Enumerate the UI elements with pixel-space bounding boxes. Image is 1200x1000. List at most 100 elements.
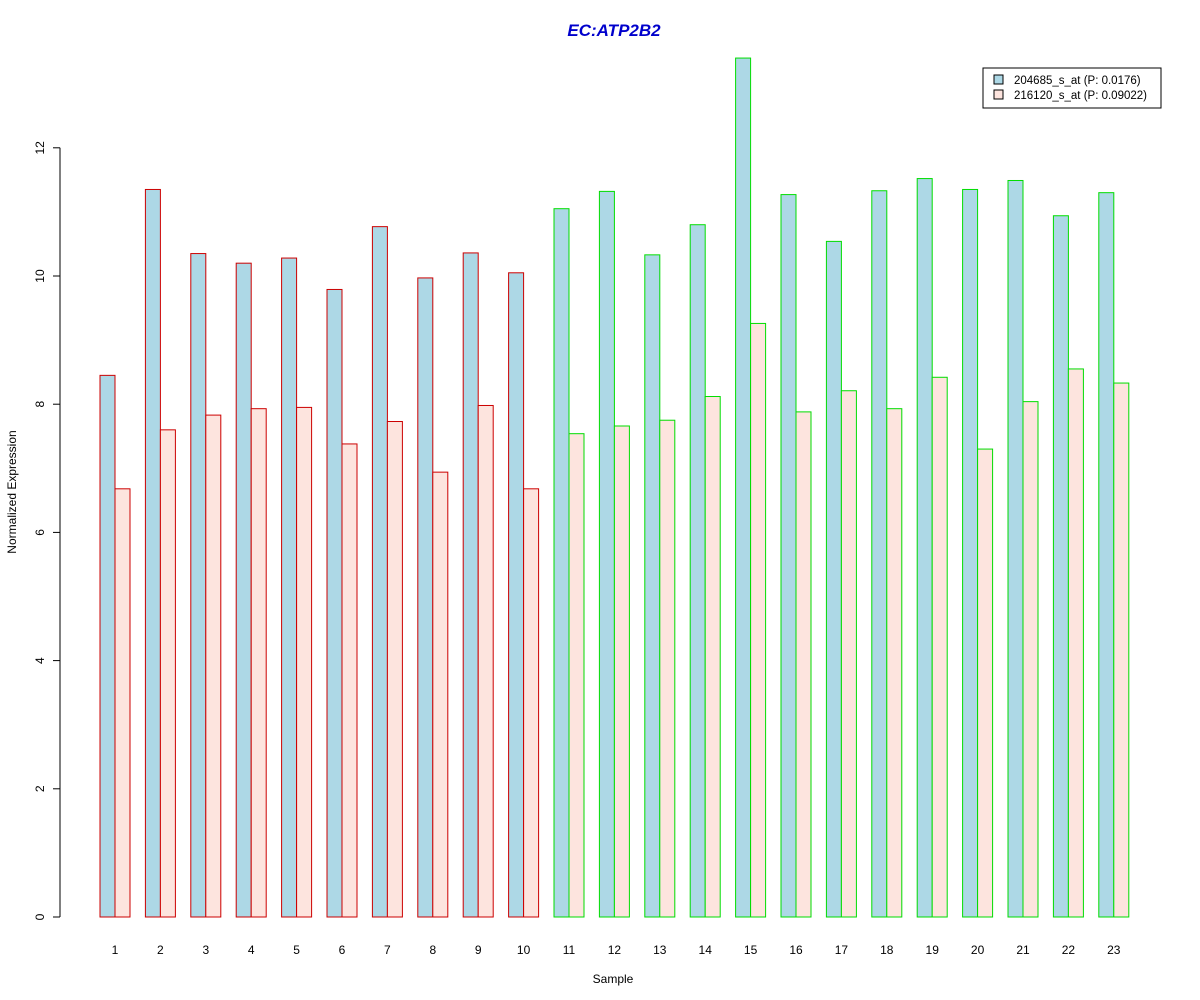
y-tick-label: 10 — [33, 269, 47, 283]
bar-216120-s-at — [296, 406, 313, 918]
bars — [99, 57, 1130, 918]
bar-216120-s-at — [795, 411, 812, 918]
bar-204685-s-at — [825, 240, 842, 918]
x-tick-label: 17 — [835, 943, 849, 957]
bar-204685-s-at — [462, 252, 479, 918]
y-tick-label: 0 — [33, 913, 47, 920]
bar-group — [235, 262, 267, 918]
bar-216120-s-at — [886, 408, 903, 918]
bar-group — [417, 277, 449, 918]
bar-204685-s-at — [553, 208, 570, 918]
y-tick-label: 12 — [33, 141, 47, 155]
bar-204685-s-at — [644, 254, 661, 918]
legend-label: 216120_s_at (P: 0.09022) — [1014, 90, 1147, 102]
bar-204685-s-at — [144, 188, 161, 918]
bar-204685-s-at — [871, 190, 888, 918]
bar-group — [281, 257, 313, 918]
bar-group — [190, 253, 222, 918]
bar-216120-s-at — [1067, 368, 1084, 918]
bar-216120-s-at — [386, 421, 403, 918]
bar-216120-s-at — [432, 471, 449, 918]
bar-216120-s-at — [341, 443, 358, 918]
bar-204685-s-at — [598, 190, 615, 918]
bar-216120-s-at — [523, 488, 540, 918]
x-tick-label: 20 — [971, 943, 985, 957]
bar-216120-s-at — [477, 404, 494, 918]
x-axis-label: Sample — [593, 972, 634, 986]
bar-group — [871, 190, 903, 918]
x-tick-label: 4 — [248, 943, 255, 957]
bar-group — [508, 272, 540, 918]
x-tick-label: 10 — [517, 943, 531, 957]
bar-204685-s-at — [281, 257, 298, 918]
bar-204685-s-at — [1007, 179, 1024, 918]
y-tick-label: 4 — [33, 657, 47, 664]
bar-216120-s-at — [1113, 382, 1130, 918]
bar-216120-s-at — [250, 408, 267, 918]
x-tick-label: 9 — [475, 943, 482, 957]
bar-group — [553, 208, 585, 918]
bar-216120-s-at — [840, 390, 857, 918]
x-tick-label: 18 — [880, 943, 894, 957]
legend-swatch — [993, 89, 1004, 100]
bar-group — [326, 288, 358, 918]
bar-204685-s-at — [99, 374, 116, 918]
bar-204685-s-at — [962, 188, 979, 918]
y-axis-label: Normalized Expression — [5, 430, 19, 553]
y-tick-label: 8 — [33, 401, 47, 408]
bar-204685-s-at — [1098, 192, 1115, 918]
x-tick-label: 14 — [699, 943, 713, 957]
bar-group — [144, 188, 176, 918]
x-tick-label: 5 — [293, 943, 300, 957]
bar-216120-s-at — [659, 419, 676, 918]
bar-group — [1007, 179, 1039, 918]
bar-204685-s-at — [190, 253, 207, 918]
bar-204685-s-at — [689, 224, 706, 918]
y-tick-label: 6 — [33, 529, 47, 536]
bar-group — [99, 374, 131, 918]
x-tick-label: 3 — [202, 943, 209, 957]
bar-group — [825, 240, 857, 918]
legend: 204685_s_at (P: 0.0176) 216120_s_at (P: 0… — [982, 67, 1162, 109]
x-tick-label: 8 — [429, 943, 436, 957]
bar-group — [644, 254, 676, 918]
y-tick-label: 2 — [33, 785, 47, 792]
bar-204685-s-at — [417, 277, 434, 918]
bar-group — [1098, 192, 1130, 918]
bar-group — [598, 190, 630, 918]
bar-204685-s-at — [235, 262, 252, 918]
bar-group — [371, 226, 403, 918]
bar-204685-s-at — [735, 57, 752, 918]
y-axis: 0 2 4 6 8 10 12 — [33, 141, 61, 920]
bar-216120-s-at — [568, 433, 585, 918]
chart-title: EC:ATP2B2 — [567, 21, 661, 40]
x-tick-label: 11 — [563, 943, 576, 957]
bar-group — [1052, 215, 1084, 918]
x-tick-label: 2 — [157, 943, 164, 957]
bar-group — [735, 57, 767, 918]
bar-204685-s-at — [326, 288, 343, 918]
bar-216120-s-at — [750, 322, 767, 918]
x-tick-label: 13 — [653, 943, 667, 957]
bar-216120-s-at — [205, 414, 222, 918]
x-tick-label: 19 — [926, 943, 940, 957]
legend-label: 204685_s_at (P: 0.0176) — [1014, 75, 1141, 87]
bar-group — [962, 188, 994, 918]
bar-group — [916, 178, 948, 918]
bar-204685-s-at — [1052, 215, 1069, 918]
x-tick-label: 23 — [1107, 943, 1121, 957]
bar-216120-s-at — [159, 429, 176, 918]
x-tick-label: 21 — [1016, 943, 1030, 957]
bar-group — [462, 252, 494, 918]
bar-216120-s-at — [1022, 401, 1039, 918]
bar-216120-s-at — [114, 488, 131, 918]
x-tick-label: 7 — [384, 943, 391, 957]
bar-216120-s-at — [613, 425, 630, 918]
x-tick-label: 1 — [112, 943, 119, 957]
x-tick-label: 16 — [789, 943, 803, 957]
bar-216120-s-at — [704, 396, 721, 918]
legend-box — [982, 67, 1162, 109]
bar-216120-s-at — [977, 448, 994, 918]
x-tick-label: 22 — [1062, 943, 1076, 957]
